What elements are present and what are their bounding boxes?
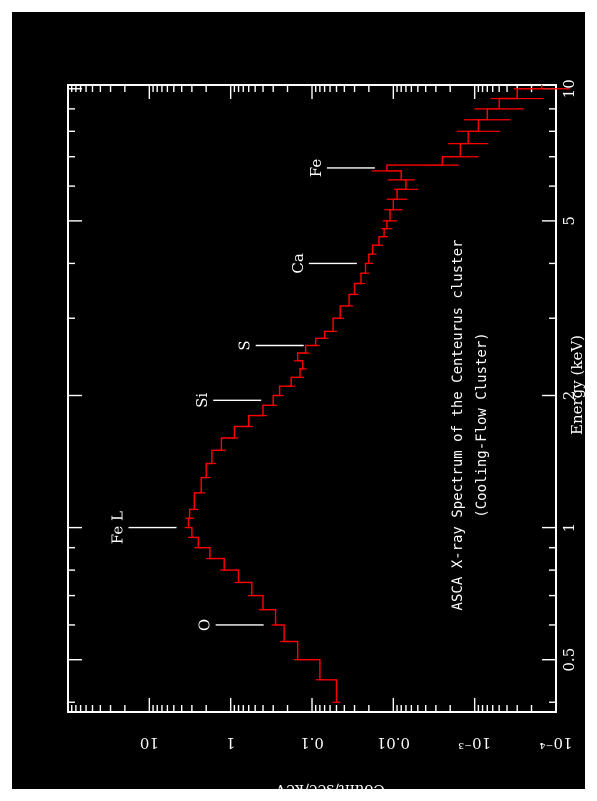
line-label: Ca (289, 253, 307, 273)
chart-title: ASCA X-ray Spectrum of the Centeurus clu… (450, 240, 466, 611)
x-tick-label: 1 (560, 523, 578, 533)
y-tick-label: 1 (226, 734, 236, 752)
y-axis-title: Count/sec/keV (274, 781, 385, 799)
line-label: S (236, 340, 254, 350)
line-label: Si (193, 393, 211, 408)
axis-ticks (68, 85, 557, 712)
y-tick-label: 0.01 (377, 734, 410, 752)
y-tick-label: 0.1 (300, 734, 324, 752)
y-tick-label: 10⁻³ (458, 734, 491, 752)
x-tick-label: 0.5 (560, 648, 578, 672)
x-tick-label: 5 (560, 216, 578, 226)
chart-subtitle: (Cooling-Flow Cluster) (474, 332, 490, 517)
line-markers: O Fe L Si S Ca Fe (108, 159, 375, 631)
y-tick-label: 10 (140, 734, 159, 752)
line-label: Fe (307, 159, 325, 178)
spectrum-line (187, 84, 543, 703)
line-label: Fe L (108, 511, 126, 544)
y-tick-label: 10⁻⁴ (539, 734, 572, 752)
x-axis-title: Energy (keV) (568, 335, 586, 435)
chart-background (12, 12, 585, 789)
x-tick-label: 2 (560, 391, 578, 401)
line-label: O (196, 619, 214, 631)
spectrum-series (184, 84, 570, 703)
